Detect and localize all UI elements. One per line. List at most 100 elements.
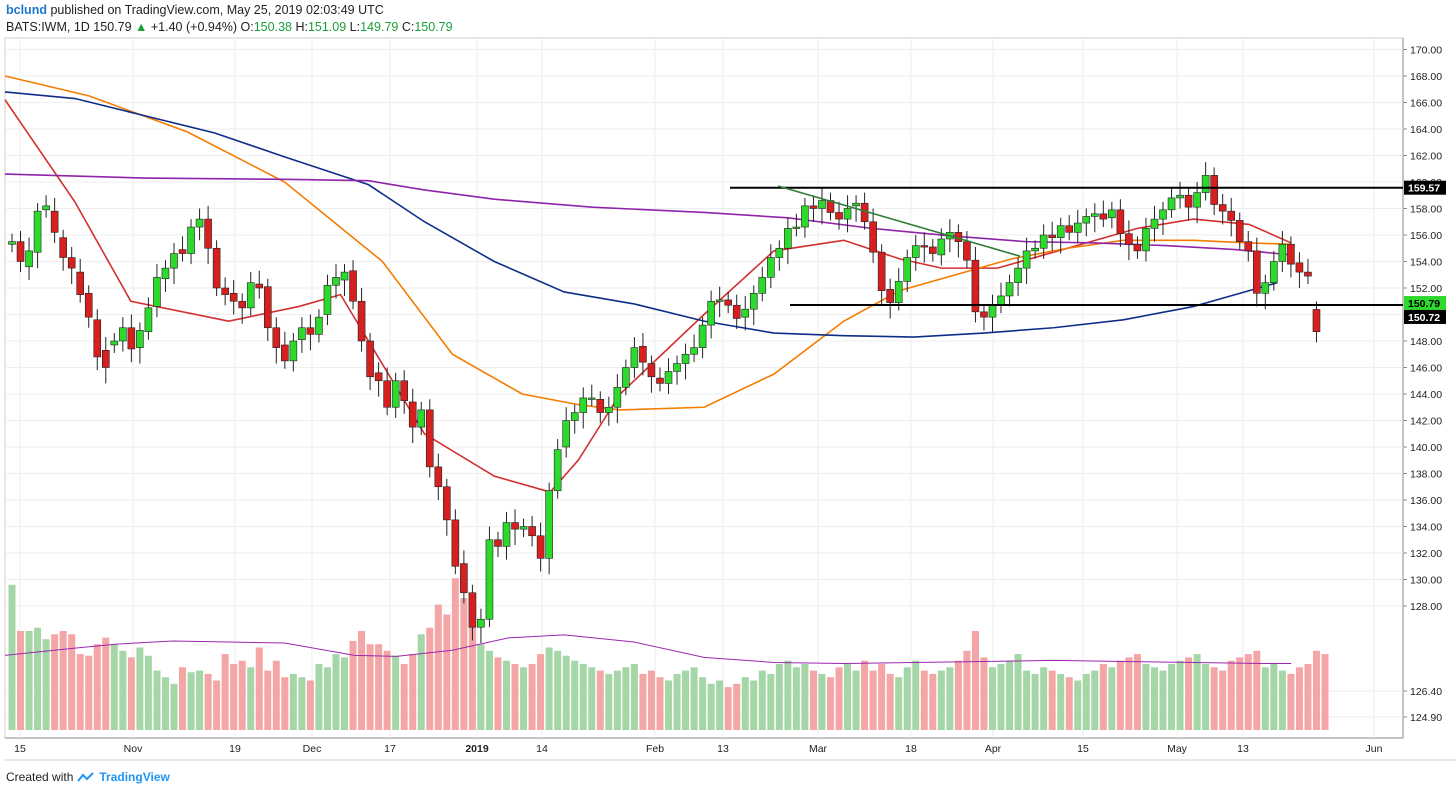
candle (579, 387, 588, 429)
candle-body-up (1270, 261, 1278, 284)
volume-bar (912, 660, 920, 730)
candle-body-up (553, 449, 562, 492)
candle (698, 317, 707, 359)
candle (255, 270, 264, 299)
volume-bar (528, 664, 536, 730)
volume-bar (647, 670, 655, 730)
volume-bar (1099, 664, 1107, 730)
volume-bar (136, 647, 144, 730)
candle (33, 203, 42, 269)
candle (1304, 258, 1312, 285)
volume-bar (656, 677, 664, 730)
candle (732, 294, 741, 330)
x-tick-label: 14 (536, 743, 548, 755)
volume-bar (196, 670, 204, 730)
volume-bar (1210, 667, 1218, 730)
price-label-text: 150.72 (1408, 312, 1440, 324)
volume-bar (929, 673, 937, 730)
candle (42, 195, 50, 218)
candle (639, 333, 647, 376)
volume-bar (42, 639, 50, 730)
candle-body-up (153, 277, 161, 307)
candle-body-up (894, 281, 903, 303)
candle (76, 258, 85, 303)
candle-body-down (809, 205, 818, 209)
volume-bar (767, 673, 775, 730)
volume-bar (1014, 654, 1022, 730)
plot-area (4, 37, 1404, 739)
candle-body-down (281, 344, 289, 362)
candle (681, 343, 690, 380)
volume-bar (758, 670, 766, 730)
y-tick-label: 162.00 (1410, 151, 1442, 163)
price-label: 150.72 (1404, 309, 1446, 324)
volume-bar (1261, 667, 1269, 730)
candle-body-down (93, 319, 102, 358)
candle (835, 201, 843, 230)
candle (707, 290, 715, 339)
volume-bar (1031, 673, 1039, 730)
volume-bar (801, 664, 809, 730)
candle-body-up (545, 490, 553, 559)
x-tick-label: 18 (905, 743, 917, 755)
candle-body-down (1312, 309, 1321, 333)
candle-body-down (272, 327, 281, 348)
footer: Created with TradingView (6, 770, 170, 784)
volume-bar (963, 650, 971, 730)
volume-bar (213, 680, 221, 730)
tradingview-brand[interactable]: TradingView (99, 770, 170, 784)
price-labels: 159.57 150.79 150.72 (1404, 180, 1446, 324)
candle (1201, 162, 1210, 201)
ohlc-line: BATS:IWM, 1D 150.79 ▲ +1.40 (+0.94%) O:1… (6, 19, 453, 36)
candle-body-down (1099, 213, 1108, 220)
volume-bar (733, 683, 741, 730)
candle (792, 213, 801, 237)
x-tick-label: Nov (124, 743, 143, 755)
candle-body-up (852, 202, 860, 207)
candle (246, 272, 255, 316)
candle-body-up (195, 218, 204, 228)
volume-bar (895, 677, 903, 730)
chart-header: bclund published on TradingView.com, May… (6, 2, 453, 36)
candle-body-down (84, 292, 93, 318)
candle-body-up (792, 226, 801, 229)
candle-body-up (698, 324, 707, 348)
volume-bar (494, 657, 502, 730)
candle (1244, 231, 1253, 262)
volume-bar (102, 637, 110, 730)
candle-body-up (1142, 228, 1150, 252)
candle (1278, 231, 1287, 273)
volume-bars (8, 578, 1329, 730)
candle-body-down (1218, 204, 1227, 212)
x-tick-label: 2019 (465, 743, 489, 755)
candle (843, 195, 852, 233)
volume-bar (161, 677, 169, 730)
candle (971, 246, 980, 323)
candle-body-up (911, 245, 920, 258)
candle-body-up (784, 228, 792, 249)
horizontal-levels (730, 186, 1403, 306)
candle-body-down (366, 340, 374, 378)
volume-bar (545, 647, 553, 730)
candle-body-up (289, 340, 298, 362)
candle-body-up (485, 539, 494, 620)
candle (25, 237, 33, 281)
candle-body-down (732, 304, 741, 319)
candle (144, 297, 153, 340)
candle-body-up (1090, 213, 1099, 217)
volume-bar (1253, 650, 1261, 730)
candle (1108, 201, 1116, 229)
candle (1048, 221, 1056, 251)
candle-body-up (119, 327, 127, 342)
candle-body-down (971, 259, 980, 313)
candle (443, 478, 451, 536)
candle (1014, 257, 1022, 296)
candle (383, 367, 391, 416)
volume-bar (588, 667, 596, 730)
candle-body-up (477, 618, 485, 628)
author-name[interactable]: bclund (6, 3, 47, 17)
moving-average-line (4, 99, 1292, 493)
candle-body-down (357, 300, 366, 342)
candle-body-down (306, 327, 315, 335)
